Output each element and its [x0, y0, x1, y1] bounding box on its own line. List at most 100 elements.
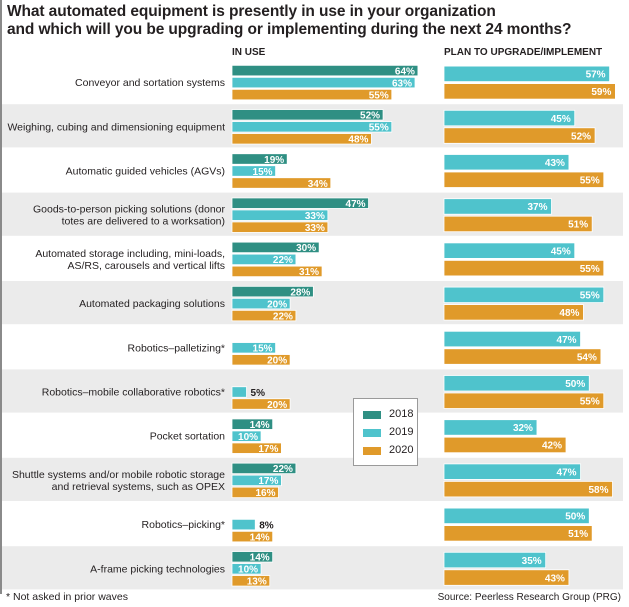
data-label-in-use-2019: 63% — [392, 78, 412, 89]
bar-plan-2020 — [443, 304, 584, 321]
data-label-in-use-2019: 15% — [253, 344, 273, 355]
bar-in-use-2020 — [231, 398, 291, 410]
category-label: Robotics–picking* — [142, 519, 225, 531]
bar-plan-2019 — [443, 198, 552, 215]
data-label-plan-2020: 55% — [580, 397, 600, 408]
bar-plan-2019 — [443, 109, 576, 127]
footnote: * Not asked in prior waves — [6, 591, 128, 603]
panel-title-in-use: IN USE — [232, 47, 266, 58]
data-label-plan-2020: 52% — [571, 131, 591, 142]
data-label-plan-2020: 51% — [568, 220, 588, 231]
data-label-in-use-2020: 48% — [348, 135, 368, 146]
bar-plan-2019 — [443, 154, 570, 171]
data-label-plan-2019: 55% — [580, 291, 600, 302]
left-frame-rule — [0, 0, 2, 594]
data-label-in-use-2020: 16% — [255, 488, 275, 499]
bar-plan-2019 — [443, 286, 605, 304]
data-label-in-use-2019: 20% — [267, 299, 287, 310]
category-label: Automatic guided vehicles (AGVs) — [66, 166, 225, 178]
source-note: Source: Peerless Research Group (PRG) — [437, 592, 621, 603]
data-label-in-use-2018: 22% — [273, 464, 293, 475]
data-label-in-use-2018: 19% — [264, 155, 284, 166]
legend-label-2018: 2018 — [389, 408, 414, 420]
bar-plan-2020 — [443, 392, 605, 409]
bar-plan-2020 — [443, 348, 602, 365]
data-label-in-use-2018: 64% — [395, 66, 415, 77]
category-label: Weighing, cubing and dimensioning equipm… — [7, 121, 225, 133]
bar-in-use-2018 — [231, 197, 369, 209]
data-label-plan-2019: 47% — [557, 467, 577, 478]
data-label-plan-2019: 47% — [557, 335, 577, 346]
category-label: Automated packaging solutions — [79, 298, 225, 310]
bar-in-use-2020 — [231, 133, 372, 145]
data-label-plan-2020: 55% — [580, 176, 600, 187]
legend-label-2019: 2019 — [389, 426, 414, 438]
data-label-plan-2019: 32% — [513, 423, 533, 434]
data-label-in-use-2019: 10% — [238, 432, 258, 443]
bar-plan-2019 — [443, 419, 538, 436]
data-label-plan-2020: 58% — [588, 485, 608, 496]
panel-title-plan: PLAN TO UPGRADE/IMPLEMENT — [444, 47, 603, 58]
data-label-in-use-2020: 20% — [267, 400, 287, 411]
data-label-in-use-2018: 14% — [250, 553, 270, 564]
bar-in-use-2019 — [231, 518, 256, 531]
bar-plan-2019 — [443, 375, 590, 392]
category-label: totes are delivered to a worksation) — [62, 216, 225, 228]
data-label-in-use-2019: 55% — [369, 123, 389, 134]
bar-plan-2019 — [443, 65, 610, 82]
bar-in-use-2020 — [231, 309, 297, 322]
category-label: Robotics–mobile collaborative robotics* — [42, 387, 225, 399]
bar-plan-2020 — [443, 525, 593, 542]
category-label: A-frame picking technologies — [90, 563, 225, 575]
data-label-in-use-2020: 20% — [267, 356, 287, 367]
bar-plan-2019 — [443, 507, 590, 525]
category-label: Conveyor and sortation systems — [75, 77, 225, 89]
bar-plan-2020 — [443, 569, 570, 586]
data-label-plan-2019: 45% — [551, 114, 571, 125]
category-label: Automated storage including, mini-loads, — [35, 248, 225, 260]
bar-in-use-2020 — [231, 177, 332, 189]
data-label-in-use-2020: 33% — [305, 223, 325, 234]
data-label-in-use-2019: 8% — [259, 520, 274, 531]
data-label-in-use-2019: 15% — [253, 167, 273, 178]
bar-in-use-2019 — [231, 253, 297, 266]
bar-in-use-2020 — [231, 221, 329, 233]
data-label-in-use-2018: 47% — [346, 199, 366, 210]
data-label-plan-2019: 50% — [565, 379, 585, 390]
data-label-in-use-2018: 30% — [296, 243, 316, 254]
data-label-plan-2020: 54% — [577, 352, 597, 363]
bar-plan-2020 — [443, 480, 613, 498]
bar-in-use-2019 — [231, 165, 276, 177]
bar-in-use-2019 — [231, 209, 329, 221]
legend-swatch-2018 — [363, 411, 381, 419]
data-label-plan-2019: 50% — [565, 512, 585, 523]
bar-in-use-2018 — [231, 551, 274, 563]
bar-in-use-2020 — [231, 265, 323, 278]
data-label-in-use-2018: 28% — [290, 287, 310, 298]
chart-title-line-2: and which will you be upgrading or imple… — [7, 21, 572, 38]
bar-in-use-2018 — [231, 241, 320, 254]
bar-in-use-2020 — [231, 530, 274, 543]
category-label: and retrieval systems, such as OPEX — [52, 481, 225, 493]
bar-in-use-2020 — [231, 442, 282, 454]
bar-in-use-2020 — [231, 88, 393, 101]
bar-in-use-2019 — [231, 386, 247, 398]
bar-in-use-2020 — [231, 575, 271, 587]
chart-title: What automated equipment is presently in… — [7, 3, 627, 39]
bar-in-use-2019 — [231, 430, 262, 442]
data-label-in-use-2019: 10% — [238, 565, 258, 576]
bar-in-use-2018 — [231, 109, 384, 121]
bar-in-use-2019 — [231, 76, 416, 89]
bar-in-use-2019 — [231, 474, 282, 487]
data-label-in-use-2020: 17% — [258, 444, 278, 455]
bar-in-use-2020 — [231, 486, 279, 499]
bar-plan-2020 — [443, 259, 605, 277]
data-label-in-use-2019: 17% — [258, 476, 278, 487]
data-label-in-use-2018: 14% — [250, 420, 270, 431]
bar-plan-2019 — [443, 242, 576, 259]
bar-in-use-2018 — [231, 285, 314, 298]
bar-plan-2019 — [443, 330, 581, 348]
bar-plan-2020 — [443, 83, 616, 100]
category-label: Robotics–palletizing* — [128, 342, 225, 354]
